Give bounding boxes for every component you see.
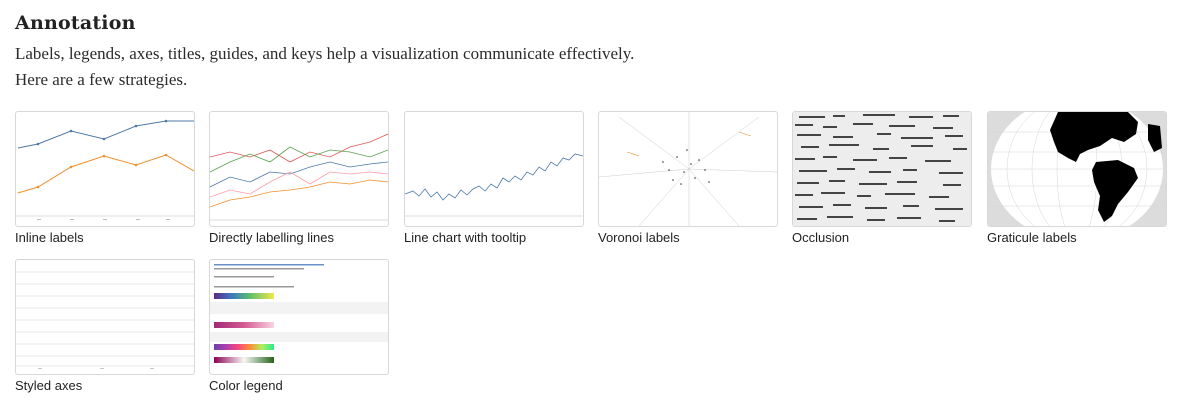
graticule-labels-thumbnail [987,111,1167,227]
card-graticule-labels[interactable]: Graticule labels [987,111,1167,245]
card-label: Line chart with tooltip [404,230,527,245]
card-inline-labels[interactable]: Inline labels [15,111,195,245]
card-color-legend[interactable]: Color legend [209,259,389,393]
card-label: Color legend [209,378,283,393]
color-legend-thumbnail [209,259,389,375]
section-title: Annotation [15,12,136,34]
card-label: Directly labelling lines [209,230,334,245]
annotation-section: Annotation Labels, legends, axes, titles… [15,12,1175,93]
voronoi-labels-thumbnail [598,111,778,227]
directly-labelling-lines-thumbnail [209,111,389,227]
card-label: Inline labels [15,230,84,245]
card-directly-labelling-lines[interactable]: Directly labelling lines [209,111,389,245]
card-styled-axes[interactable]: Styled axes [15,259,195,393]
inline-labels-thumbnail [15,111,195,227]
card-label: Voronoi labels [598,230,680,245]
section-description: Labels, legends, axes, titles, guides, a… [15,44,635,89]
card-label: Graticule labels [987,230,1077,245]
card-label: Occlusion [792,230,850,245]
line-chart-tooltip-thumbnail [404,111,584,227]
card-voronoi-labels[interactable]: Voronoi labels [598,111,778,245]
card-occlusion[interactable]: Occlusion [792,111,972,245]
card-label: Styled axes [15,378,83,393]
card-line-chart-tooltip[interactable]: Line chart with tooltip [404,111,584,245]
styled-axes-thumbnail [15,259,195,375]
occlusion-thumbnail [792,111,972,227]
